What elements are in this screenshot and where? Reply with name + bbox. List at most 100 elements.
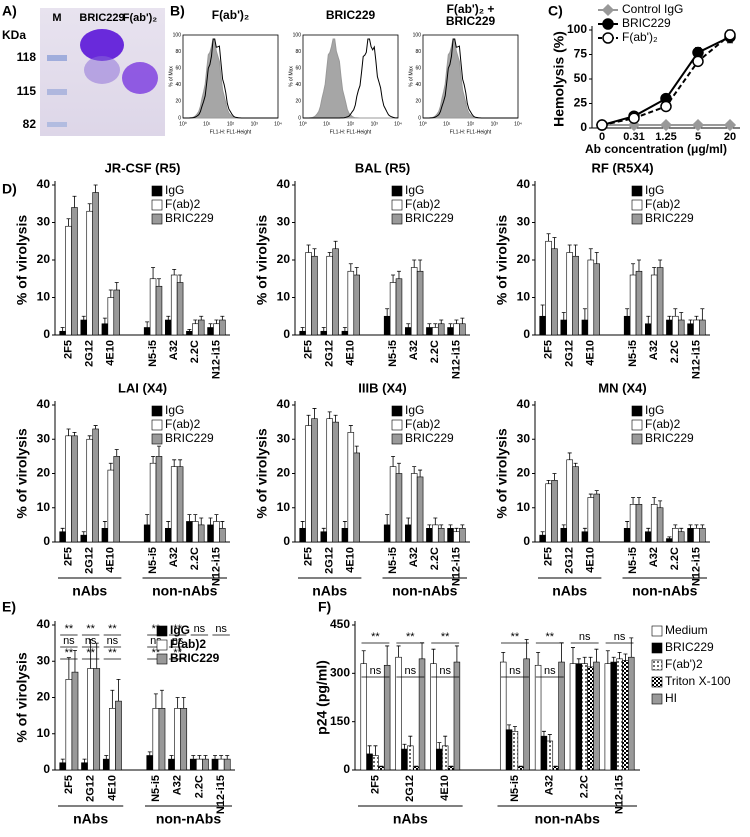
y-tick-label: 450 — [330, 617, 350, 631]
x-tick-label: 2.2C — [189, 547, 201, 570]
bar — [155, 285, 163, 336]
bar — [143, 327, 151, 336]
error-bar — [379, 765, 384, 767]
bar — [593, 661, 600, 771]
flow-x-tick-label: 10¹ — [443, 121, 451, 127]
x-tick-label: 2.2C — [189, 340, 201, 363]
error-bar — [594, 252, 599, 264]
bar — [551, 248, 558, 336]
error-bar — [66, 218, 71, 227]
bar — [326, 255, 333, 336]
chart-title: LAI (X4) — [118, 380, 167, 395]
bar — [192, 323, 199, 336]
x-tick-label: A32 — [544, 775, 556, 795]
y-tick-label: 0 — [43, 534, 50, 548]
bar — [383, 664, 391, 771]
bar — [305, 425, 312, 543]
bar — [687, 323, 694, 336]
error-bar — [159, 689, 164, 709]
x-tick-label: 2.2C — [669, 340, 681, 363]
bar — [113, 456, 120, 543]
flow-x-tick-label: 10³ — [491, 121, 499, 127]
x-tick-label: 4E10 — [439, 775, 451, 801]
bar — [410, 473, 418, 543]
flow-y-tick-label: 0 — [418, 115, 421, 121]
error-bar — [166, 521, 171, 529]
bar — [189, 758, 197, 771]
bar — [453, 531, 460, 543]
significance-label: ** — [86, 647, 95, 659]
bar — [499, 661, 507, 771]
x-tick-label: N5-i5 — [387, 547, 399, 574]
bar — [677, 531, 685, 543]
bar — [635, 270, 643, 336]
y-axis-label: % of virolysis — [494, 428, 510, 518]
x-tick-label: 4E10 — [345, 340, 357, 366]
y-tick-label: 30 — [517, 215, 531, 229]
bar — [86, 210, 93, 336]
bar — [395, 473, 403, 543]
bar — [217, 758, 225, 771]
flow-y-tick-label: 80 — [295, 49, 301, 55]
bar — [71, 207, 78, 336]
x-tick-label: 4E10 — [106, 775, 118, 801]
x-tick-label: 2.2C — [193, 775, 205, 798]
data-point — [724, 29, 736, 41]
bar — [80, 534, 88, 543]
legend-swatch — [391, 185, 403, 197]
chart-title: RF (R5X4) — [591, 160, 653, 175]
bar — [581, 663, 588, 771]
bar — [186, 330, 193, 336]
bar — [551, 480, 558, 543]
bar — [666, 319, 673, 336]
bar — [405, 524, 412, 543]
y-axis-label: Hemolysis (%) — [551, 31, 567, 127]
isotype-histogram — [183, 38, 278, 119]
flow-y-label: % of Max — [408, 66, 414, 87]
x-tick-label: N12-i15 — [210, 340, 222, 379]
error-bar — [169, 755, 174, 760]
legend-swatch — [391, 213, 403, 225]
bar — [437, 527, 445, 543]
x-tick-label: 2.2C — [429, 547, 441, 570]
bar — [587, 497, 595, 543]
error-bar — [567, 452, 572, 460]
bar — [80, 319, 88, 336]
error-bar — [540, 304, 545, 317]
bar — [418, 658, 426, 771]
panel-label: C) — [548, 3, 563, 19]
legend-label: BRIC229 — [170, 651, 220, 665]
group-label: non-nAbs — [156, 811, 222, 827]
y-tick-label: 40 — [37, 617, 51, 631]
legend-label: BRIC229 — [405, 431, 454, 445]
flow-x-tick-label: 10³ — [371, 121, 379, 127]
error-bar — [156, 445, 161, 457]
bar — [389, 282, 397, 336]
legend-label: F(ab)2 — [405, 417, 441, 431]
error-bar — [605, 650, 610, 664]
y-tick-label: 40 — [37, 177, 51, 191]
group-label: nAbs — [72, 583, 107, 599]
bar — [395, 278, 403, 336]
error-bar — [418, 259, 423, 272]
error-bar — [576, 658, 581, 664]
bar — [699, 527, 706, 543]
error-bar — [327, 252, 332, 257]
significance-label: ns — [107, 635, 119, 647]
x-tick-label: A32 — [648, 340, 660, 360]
bar — [202, 758, 209, 771]
bar — [65, 679, 73, 771]
legend-swatch — [151, 433, 163, 445]
x-tick-label: 4E10 — [585, 547, 597, 573]
y-tick-label: 40 — [517, 177, 531, 191]
error-bar — [443, 735, 448, 746]
bar — [180, 708, 188, 771]
group-label: nAbs — [73, 811, 108, 827]
bar — [299, 527, 306, 543]
bar — [372, 755, 379, 771]
x-tick-label: N5-i5 — [387, 340, 399, 367]
bar — [219, 319, 226, 336]
error-bar — [153, 693, 158, 709]
legend-label: F(ab)2 — [165, 417, 201, 431]
flow-plot-title: F(ab')₂ — [212, 8, 250, 22]
